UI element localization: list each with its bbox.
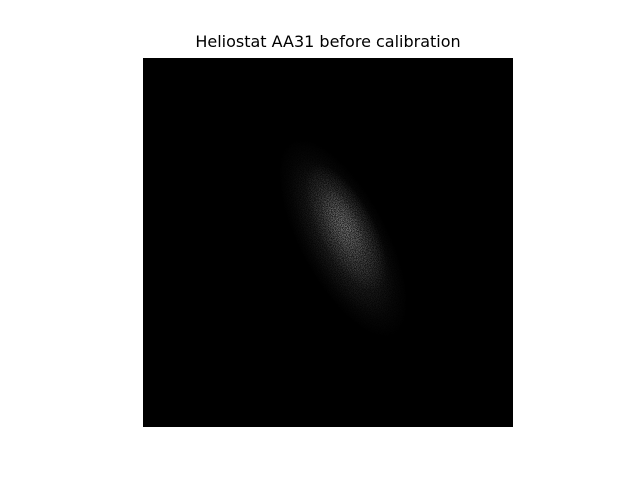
flux-spot-render <box>143 58 513 427</box>
figure-title: Heliostat AA31 before calibration <box>195 32 461 51</box>
flux-density-image <box>143 58 513 427</box>
flux-spot <box>278 138 408 338</box>
